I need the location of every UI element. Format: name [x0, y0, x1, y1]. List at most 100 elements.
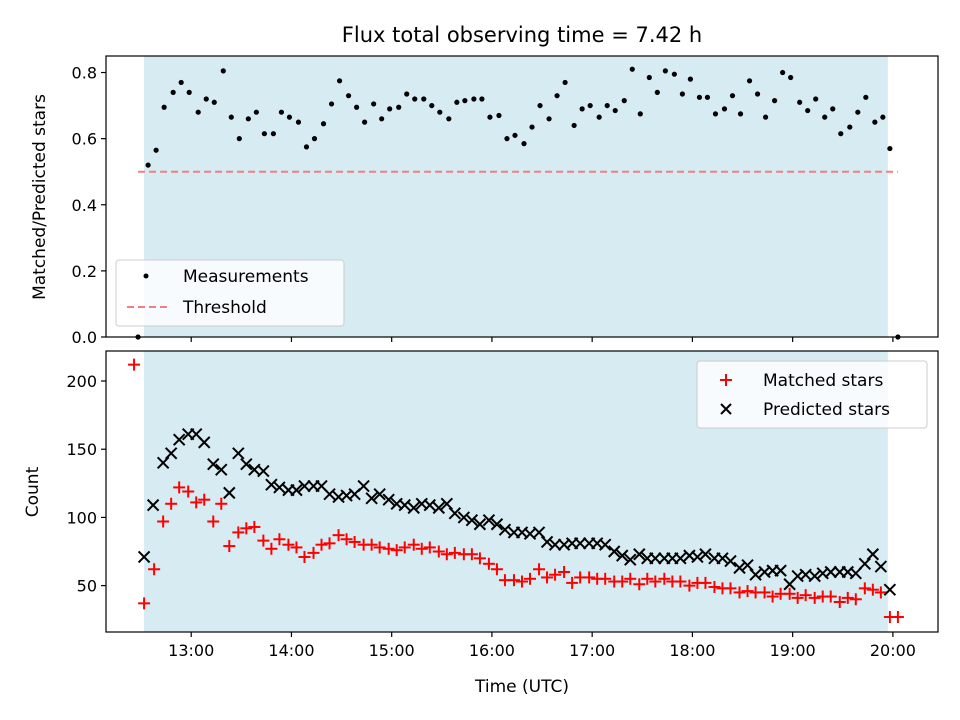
bot-matched-stars-point: [128, 358, 141, 371]
legend-predicted-marker: [720, 403, 732, 415]
bot-predicted-stars-point: [749, 568, 762, 581]
bot-matched-stars-point: [482, 557, 495, 570]
bot-matched-stars-point: [891, 610, 904, 623]
top-measurements-point: [479, 96, 485, 102]
top-measurements-point: [671, 71, 677, 77]
bot-matched-stars-point: [232, 526, 245, 539]
bot-matched-stars-point: [649, 575, 662, 588]
top-measurements-point: [387, 106, 393, 112]
bot-predicted-stars-point: [357, 479, 370, 493]
bot-axes-frame: [105, 350, 939, 633]
top-measurements-point: [379, 116, 385, 122]
bot-matched-stars-point: [658, 572, 671, 585]
top-measurements-point: [847, 124, 853, 130]
bot-predicted-stars-point: [624, 553, 637, 566]
top-measurements-point: [863, 94, 869, 100]
top-ytick-label: 0.4: [72, 196, 97, 215]
bot-predicted-stars-point: [741, 558, 754, 572]
bot-predicted-stars-point: [616, 549, 629, 562]
top-measurements-point: [462, 98, 468, 104]
top-ytick-label: 0.6: [72, 130, 97, 149]
top-legend: Measurements Threshold: [115, 259, 345, 327]
top-measurements-point: [529, 124, 535, 130]
bot-matched-stars-point: [340, 533, 353, 546]
top-measurements-point: [579, 106, 585, 112]
top-measurements-point: [286, 114, 293, 120]
bot-matched-stars-point: [323, 537, 336, 550]
legend-matched-label: Matched stars: [763, 371, 883, 391]
top-measurements-point: [404, 91, 410, 97]
top-measurements-point: [145, 162, 151, 168]
top-measurements-point: [496, 112, 502, 119]
top-legend-box: [115, 259, 345, 327]
bot-predicted-stars-point: [265, 478, 278, 491]
xtick-label: 13:00: [168, 641, 214, 660]
top-measurements-point: [571, 122, 577, 129]
top-measurements-point: [228, 114, 234, 120]
top-measurements-point: [621, 98, 627, 104]
top-measurements-point: [780, 69, 786, 76]
top-measurements-point: [687, 76, 694, 82]
top-measurements-point: [412, 96, 418, 102]
xtick-label: 19:00: [770, 641, 816, 660]
top-measurements-point: [153, 147, 159, 153]
bot-predicted-stars-point: [382, 493, 395, 506]
top-measurements-point: [872, 119, 878, 125]
top-measurements-point: [838, 131, 844, 137]
bot-predicted-stars-point: [323, 488, 336, 501]
bot-predicted-stars-point: [137, 550, 151, 564]
bot-matched-stars-point: [741, 585, 754, 598]
bot-matched-stars-point: [783, 587, 796, 600]
bot-matched-stars-point: [415, 542, 428, 555]
top-measurements-point: [203, 96, 209, 102]
bot-predicted-stars-point: [423, 498, 436, 512]
bot-matched-stars-point: [674, 575, 687, 588]
top-measurements-point: [537, 102, 543, 109]
bot-matched-stars-point: [633, 578, 646, 591]
bot-matched-stars-point: [315, 538, 328, 551]
bot-matched-stars-point: [138, 597, 151, 610]
bot-matched-stars-point: [791, 591, 804, 604]
bot-predicted-stars-point: [290, 483, 303, 497]
bot-predicted-stars-point: [858, 557, 872, 571]
top-measurements-point: [696, 94, 703, 100]
top-measurements-point: [637, 111, 643, 117]
bot-matched-stars-point: [348, 535, 361, 548]
bot-predicted-stars-point: [733, 561, 746, 575]
bot-matched-stars-point: [248, 520, 261, 533]
bot-matched-stars-point: [290, 541, 303, 554]
xtick-label: 15:00: [369, 641, 415, 660]
top-measurements-point: [295, 119, 302, 125]
bot-matched-stars-point: [733, 586, 746, 599]
bot-predicted-stars-point: [633, 548, 646, 561]
top-axes-frame: [105, 55, 939, 338]
top-measurements-point: [596, 114, 602, 120]
bot-ytick-label: 50: [77, 577, 97, 596]
bot-ytick-label: 150: [66, 440, 97, 459]
top-measurements-point: [471, 96, 477, 102]
top-measurements-point: [429, 102, 435, 109]
bot-predicted-stars-point: [849, 567, 863, 580]
bot-predicted-stars-point: [457, 511, 471, 524]
top-measurements-point: [746, 78, 753, 84]
bot-predicted-stars-point: [691, 550, 704, 564]
bot-matched-stars-point: [207, 515, 220, 528]
top-y-axis-label: Matched/Predicted stars: [30, 94, 50, 300]
top-measurements-point: [178, 79, 184, 86]
bot-predicted-stars-point: [774, 564, 787, 577]
bot-matched-stars-point: [148, 563, 161, 576]
bot-predicted-stars-point: [215, 463, 228, 476]
top-measurements-point: [880, 114, 886, 120]
bot-matched-stars-point: [683, 579, 696, 592]
top-measurements-point: [737, 111, 744, 117]
top-measurements-point: [186, 89, 192, 95]
bot-matched-stars-point: [699, 576, 712, 589]
bot-matched-stars-point: [407, 538, 420, 551]
bot-matched-stars-point: [558, 565, 571, 578]
xtick-label: 18:00: [669, 641, 715, 660]
bot-predicted-stars-point: [164, 447, 178, 460]
bot-predicted-stars-point: [398, 498, 411, 512]
bot-predicted-stars-point: [465, 513, 479, 527]
top-measurements-point: [354, 104, 360, 110]
